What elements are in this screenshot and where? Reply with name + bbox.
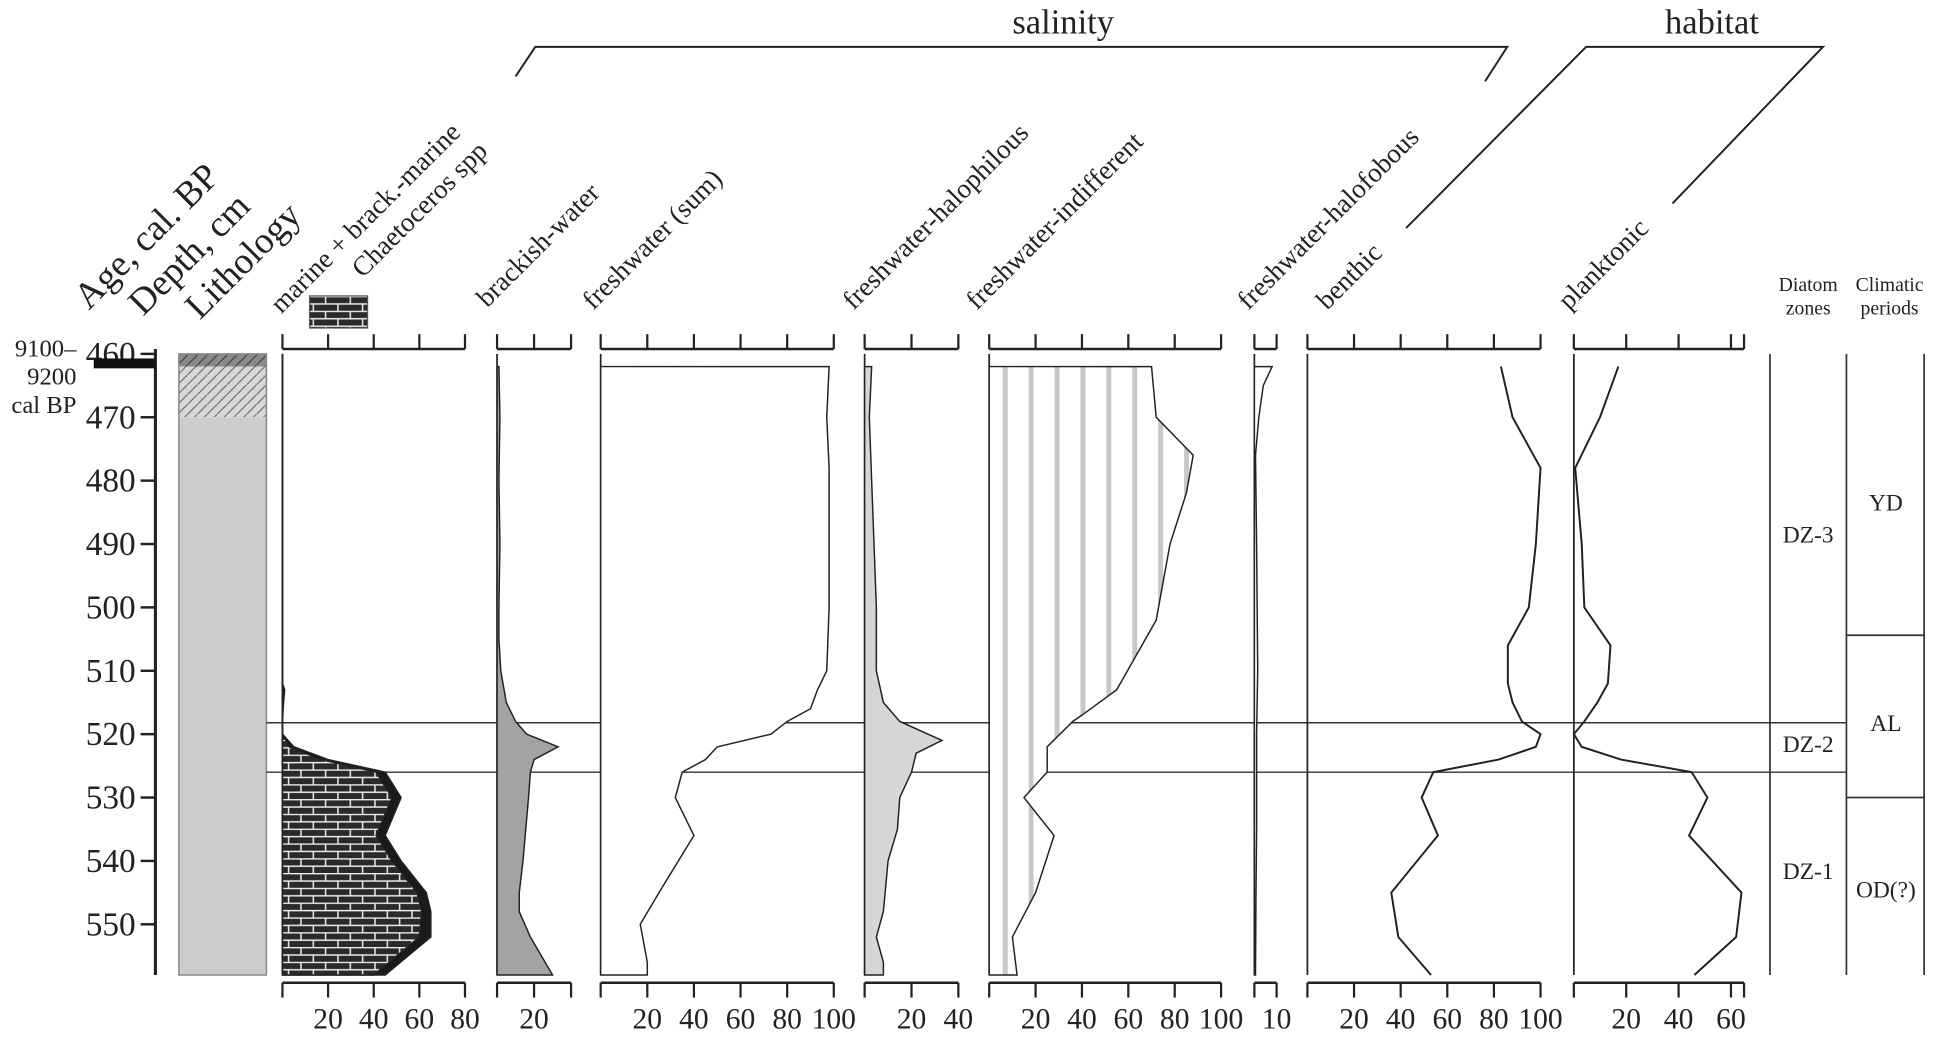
x-tick-label-indifferent: 20 — [1021, 1003, 1051, 1035]
group-label-habitat: habitat — [1665, 3, 1759, 41]
age-marker-line-3: cal BP — [11, 392, 76, 419]
depth-tick-label: 520 — [86, 716, 136, 753]
x-tick-label-indifferent: 60 — [1114, 1003, 1144, 1035]
series-line-planktonic — [1572, 366, 1743, 976]
climatic-period-label: OD(?) — [1856, 878, 1916, 904]
depth-tick-label: 490 — [86, 526, 136, 563]
x-tick-label-benthic: 20 — [1339, 1003, 1369, 1035]
diatom-zones-header-1: Diatom — [1779, 274, 1839, 296]
salinity-bracket — [514, 45, 1510, 82]
x-tick-label-brackish: 20 — [519, 1003, 549, 1035]
depth-tick-label: 550 — [86, 906, 136, 943]
x-tick-label-benthic: 100 — [1518, 1003, 1562, 1035]
x-tick-label-benthic: 60 — [1433, 1003, 1463, 1035]
lithology-unit-dark-hatched — [178, 353, 267, 367]
chaetoceros-legend-swatch — [308, 295, 369, 329]
depth-tick-label: 530 — [86, 780, 136, 817]
diatom-zone-label: DZ-1 — [1783, 859, 1834, 885]
series-area-brackish — [496, 365, 560, 976]
panel-label-benthic: benthic — [1310, 237, 1388, 315]
diatom-zone-label: DZ-3 — [1783, 523, 1834, 549]
depth-tick-label: 510 — [86, 653, 136, 690]
depth-tick-label: 540 — [86, 843, 136, 880]
lithology-unit-light-hatched — [178, 366, 267, 418]
series-area-indifferent — [988, 365, 1195, 976]
x-tick-label-benthic: 40 — [1386, 1003, 1416, 1035]
x-tick-label-indifferent: 40 — [1067, 1003, 1097, 1035]
x-tick-label-halofobous: 10 — [1262, 1003, 1292, 1035]
x-tick-label-indifferent: 100 — [1199, 1003, 1243, 1035]
x-tick-label-halophilous: 20 — [897, 1003, 927, 1035]
x-tick-label-planktonic: 20 — [1611, 1003, 1641, 1035]
lithology-column-border — [178, 353, 268, 976]
series-area-freshwater-sum — [599, 365, 830, 976]
x-tick-label-halophilous: 40 — [944, 1003, 974, 1035]
x-tick-label-marine: 60 — [405, 1003, 435, 1035]
climatic-periods-header-1: Climatic — [1856, 274, 1924, 296]
panel-label-planktonic: planktonic — [1552, 213, 1654, 315]
series-area-marine-chaetoceros — [281, 353, 423, 976]
age-marker-line-1: 9100– — [15, 335, 77, 362]
climatic-period-label: AL — [1870, 711, 1901, 737]
x-tick-label-freshwater-sum: 40 — [679, 1003, 709, 1035]
x-tick-label-benthic: 80 — [1479, 1003, 1509, 1035]
diatom-zone-label: DZ-2 — [1783, 732, 1834, 758]
lithology-unit-gray — [178, 417, 267, 976]
x-tick-label-indifferent: 80 — [1160, 1003, 1190, 1035]
series-area-halophilous — [863, 365, 944, 976]
x-tick-label-planktonic: 40 — [1664, 1003, 1694, 1035]
series-area-halofobous — [1253, 365, 1274, 976]
depth-tick-label: 470 — [86, 399, 136, 436]
x-tick-label-marine: 80 — [450, 1003, 480, 1035]
age-marker-line-2: 9200 — [27, 364, 76, 391]
habitat-bracket — [1405, 45, 1826, 229]
x-tick-label-freshwater-sum: 100 — [812, 1003, 856, 1035]
depth-tick-label: 500 — [86, 590, 136, 627]
x-tick-label-freshwater-sum: 60 — [726, 1003, 756, 1035]
diatom-zones-header-2: zones — [1786, 297, 1831, 319]
climatic-period-label: YD — [1869, 490, 1903, 516]
panel-label-freshwater-sum: freshwater (sum) — [576, 163, 728, 315]
age-marker-bar — [93, 358, 156, 369]
series-line-benthic — [1390, 366, 1542, 976]
x-tick-label-marine: 40 — [359, 1003, 389, 1035]
x-tick-label-freshwater-sum: 80 — [772, 1003, 802, 1035]
group-label-salinity: salinity — [1012, 3, 1114, 41]
x-tick-label-planktonic: 60 — [1716, 1003, 1746, 1035]
x-tick-label-freshwater-sum: 20 — [633, 1003, 663, 1035]
x-tick-label-marine: 20 — [313, 1003, 343, 1035]
depth-tick-label: 480 — [86, 463, 136, 500]
climatic-periods-header-2: periods — [1861, 297, 1919, 319]
